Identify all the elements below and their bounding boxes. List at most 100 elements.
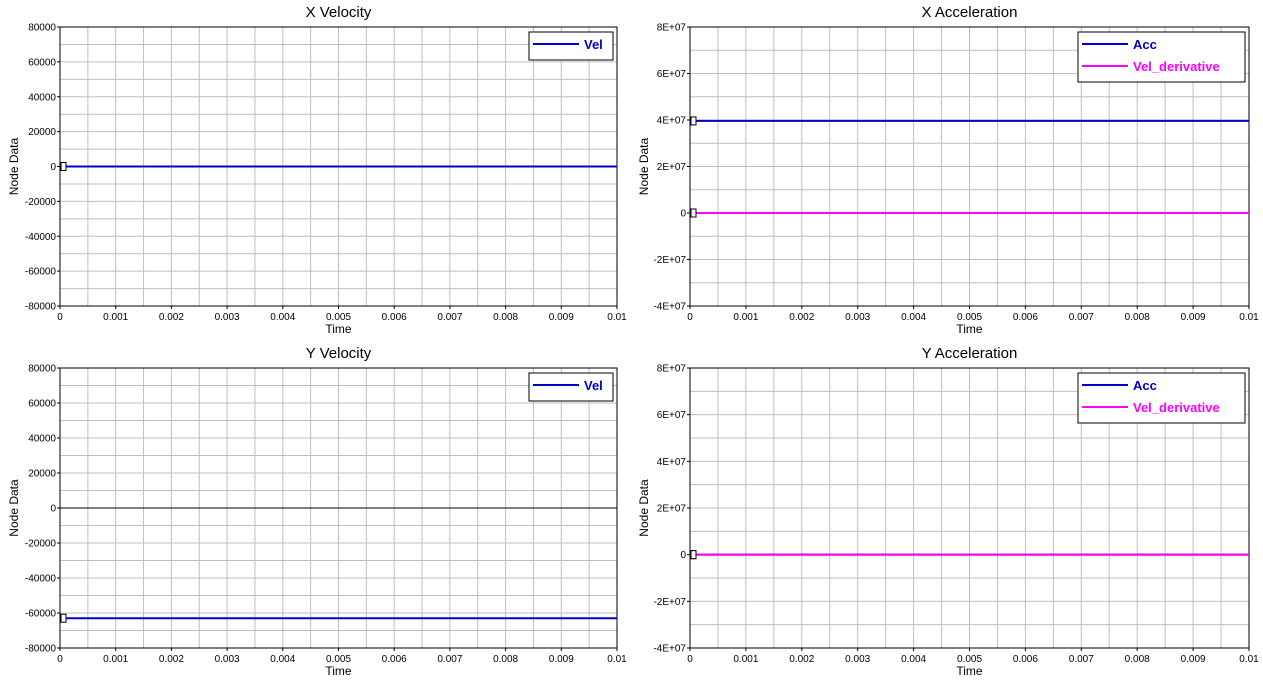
y-tick-label: 40000 bbox=[28, 434, 56, 445]
x-tick-label: 0.006 bbox=[1013, 312, 1038, 323]
legend-entry: Vel_derivative bbox=[1133, 400, 1220, 415]
legend-entry: Vel bbox=[584, 37, 603, 52]
y-tick-label: -40000 bbox=[25, 232, 57, 243]
x-tick-label: 0.004 bbox=[901, 312, 926, 323]
series-start-marker bbox=[690, 116, 697, 126]
x-tick-label: 0.008 bbox=[493, 312, 518, 323]
x-tick-label: 0.002 bbox=[159, 312, 184, 323]
x-tick-label: 0 bbox=[687, 312, 693, 323]
chart-title: X Velocity bbox=[306, 4, 372, 21]
y-tick-label: -60000 bbox=[25, 267, 57, 278]
y-tick-label: 60000 bbox=[28, 399, 56, 410]
legend-entry: Vel_derivative bbox=[1133, 59, 1220, 74]
x-tick-label: 0.002 bbox=[789, 654, 814, 665]
legend-box bbox=[1077, 31, 1246, 83]
x-tick-label: 0.006 bbox=[1013, 654, 1038, 665]
x-tick-label: 0.007 bbox=[1069, 312, 1094, 323]
y-tick-label: 2E+07 bbox=[657, 504, 687, 515]
x-axis-label: Time bbox=[956, 322, 983, 336]
y-tick-label: -2E+07 bbox=[653, 597, 686, 608]
x-tick-label: 0.009 bbox=[549, 312, 574, 323]
y-tick-label: 4E+07 bbox=[657, 457, 687, 468]
x-tick-label: 0.009 bbox=[1181, 654, 1206, 665]
legend-entry: Vel bbox=[584, 378, 603, 393]
legend-entry: Acc bbox=[1133, 37, 1157, 52]
legend-box bbox=[528, 372, 614, 402]
x-tick-label: 0.01 bbox=[607, 312, 627, 323]
x-tick-label: 0.007 bbox=[437, 654, 462, 665]
y-tick-label: 0 bbox=[680, 209, 686, 220]
x-tick-label: 0.01 bbox=[1239, 312, 1259, 323]
chart-title: Y Velocity bbox=[306, 345, 372, 362]
x-tick-label: 0.004 bbox=[270, 312, 295, 323]
y-tick-label: -2E+07 bbox=[653, 255, 686, 266]
x-tick-label: 0.003 bbox=[845, 312, 870, 323]
y-tick-label: 40000 bbox=[28, 92, 56, 103]
y-tick-label: -60000 bbox=[25, 609, 57, 620]
y-tick-label: -20000 bbox=[25, 197, 57, 208]
x-tick-label: 0.005 bbox=[326, 312, 351, 323]
x-tick-label: 0.002 bbox=[789, 312, 814, 323]
y-axis-label: Node Data bbox=[7, 479, 21, 537]
y-velocity-chart: Y Velocity 0 0.001 0.002 0.003 0.004 0.005 0.00… bbox=[7, 345, 627, 678]
x-tick-label: 0.009 bbox=[549, 654, 574, 665]
x-tick-label: 0.01 bbox=[607, 654, 627, 665]
y-tick-label: 20000 bbox=[28, 469, 56, 480]
x-tick-label: 0 bbox=[687, 654, 693, 665]
x-tick-label: 0.008 bbox=[493, 654, 518, 665]
x-axis-label: Time bbox=[325, 664, 352, 678]
chart-title: Y Acceleration bbox=[922, 345, 1018, 362]
y-tick-label: -80000 bbox=[25, 302, 57, 313]
y-tick-label: -80000 bbox=[25, 644, 57, 655]
y-tick-label: 60000 bbox=[28, 57, 56, 68]
x-tick-label: 0.008 bbox=[1125, 312, 1150, 323]
x-tick-label: 0.003 bbox=[215, 654, 240, 665]
y-tick-label: 4E+07 bbox=[657, 116, 687, 127]
y-tick-label: 0 bbox=[680, 550, 686, 561]
legend-entry: Acc bbox=[1133, 378, 1157, 393]
x-tick-label: 0.007 bbox=[437, 312, 462, 323]
y-tick-label: -4E+07 bbox=[653, 302, 686, 313]
x-tick-label: 0 bbox=[57, 654, 63, 665]
series-start-marker bbox=[60, 613, 67, 623]
legend: Acc Vel_derivative bbox=[1077, 31, 1246, 83]
y-axis-label: Node Data bbox=[7, 137, 21, 195]
legend: Acc Vel_derivative bbox=[1077, 372, 1246, 424]
x-tick-label: 0.006 bbox=[382, 312, 407, 323]
x-tick-label: 0.007 bbox=[1069, 654, 1094, 665]
y-axis-label: Node Data bbox=[637, 137, 651, 195]
x-tick-label: 0.001 bbox=[103, 312, 128, 323]
x-tick-label: 0.004 bbox=[270, 654, 295, 665]
x-tick-label: 0.003 bbox=[845, 654, 870, 665]
x-velocity-chart: X Velocity 0 0.001 0.002 0.003 0.004 0.005 0.00… bbox=[7, 4, 627, 336]
x-tick-label: 0.002 bbox=[159, 654, 184, 665]
y-tick-label: 2E+07 bbox=[657, 162, 687, 173]
y-tick-label: 0 bbox=[50, 162, 56, 173]
legend-box bbox=[1077, 372, 1246, 424]
y-tick-label: -20000 bbox=[25, 539, 57, 550]
y-acceleration-chart: Y Acceleration 0 0.001 0.002 0.003 0.004 0.005… bbox=[637, 345, 1259, 678]
y-tick-label: 8E+07 bbox=[657, 364, 687, 375]
y-tick-label: 80000 bbox=[28, 364, 56, 375]
x-tick-label: 0.005 bbox=[326, 654, 351, 665]
y-tick-label: 80000 bbox=[28, 23, 56, 34]
x-axis-label: Time bbox=[325, 322, 352, 336]
x-axis-label: Time bbox=[956, 664, 983, 678]
x-tick-label: 0.003 bbox=[215, 312, 240, 323]
y-tick-label: 6E+07 bbox=[657, 410, 687, 421]
x-tick-label: 0.001 bbox=[733, 312, 758, 323]
y-axis-label: Node Data bbox=[637, 479, 651, 537]
y-tick-label: 0 bbox=[50, 504, 56, 515]
y-tick-label: 8E+07 bbox=[657, 23, 687, 34]
chart-title: X Acceleration bbox=[922, 4, 1018, 21]
x-tick-label: 0.005 bbox=[957, 654, 982, 665]
x-tick-label: 0.006 bbox=[382, 654, 407, 665]
legend-box bbox=[528, 31, 614, 61]
legend: Vel bbox=[528, 31, 614, 61]
x-tick-label: 0.009 bbox=[1181, 312, 1206, 323]
x-tick-label: 0.004 bbox=[901, 654, 926, 665]
x-acceleration-chart: X Acceleration 0 0.001 0.002 0.003 0.004 0.005… bbox=[637, 4, 1259, 336]
x-tick-label: 0 bbox=[57, 312, 63, 323]
x-tick-label: 0.01 bbox=[1239, 654, 1259, 665]
